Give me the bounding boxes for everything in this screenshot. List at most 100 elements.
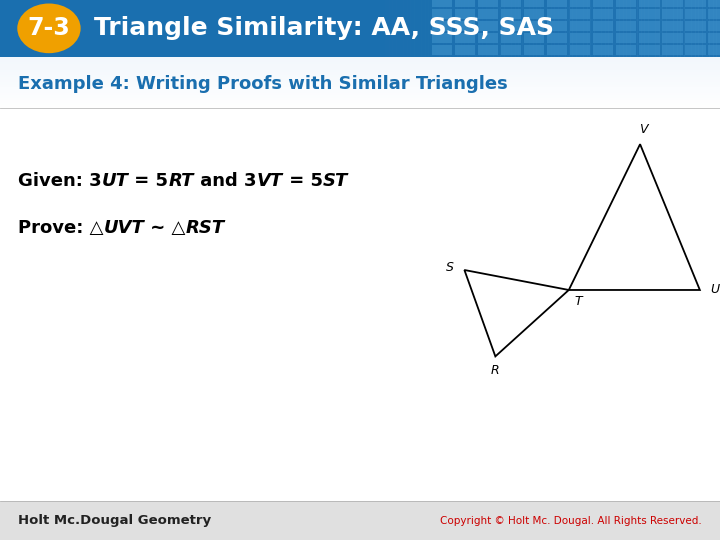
Bar	[580, 0, 584, 57]
Bar	[533, 0, 537, 57]
Text: V: V	[639, 123, 648, 136]
Bar	[569, 0, 573, 57]
Bar	[572, 0, 577, 57]
Bar	[648, 0, 652, 57]
Bar	[547, 33, 567, 43]
Bar	[662, 45, 683, 55]
Bar	[524, 45, 544, 55]
Bar	[641, 0, 645, 57]
Bar	[346, 0, 350, 57]
Bar	[331, 0, 336, 57]
Bar	[685, 45, 706, 55]
Bar	[594, 0, 598, 57]
Bar	[504, 0, 508, 57]
Bar	[612, 0, 616, 57]
Bar	[709, 0, 714, 57]
Bar	[0, 82, 720, 85]
Bar	[626, 0, 631, 57]
Bar	[616, 0, 620, 57]
Bar	[524, 21, 544, 31]
Bar	[501, 9, 521, 19]
Text: Holt Mc.Dougal Geometry: Holt Mc.Dougal Geometry	[18, 514, 211, 527]
Bar	[0, 80, 720, 82]
Bar	[0, 59, 720, 62]
Bar	[0, 57, 720, 59]
Bar	[478, 21, 498, 31]
Text: and 3: and 3	[194, 172, 256, 190]
Bar	[565, 0, 570, 57]
Bar	[662, 0, 667, 57]
Bar	[410, 0, 415, 57]
Bar	[349, 0, 354, 57]
Ellipse shape	[17, 3, 81, 53]
Bar	[623, 0, 627, 57]
Bar	[455, 0, 475, 7]
Bar	[706, 0, 710, 57]
Bar	[342, 0, 346, 57]
Text: VT: VT	[256, 172, 282, 190]
Text: U: U	[711, 284, 720, 296]
Bar	[570, 0, 590, 7]
Bar	[486, 0, 490, 57]
Bar	[0, 103, 720, 105]
Bar	[716, 0, 720, 57]
Text: UT: UT	[102, 172, 128, 190]
Bar	[335, 0, 339, 57]
Bar	[0, 0, 720, 57]
Bar	[338, 0, 343, 57]
Bar	[0, 70, 720, 72]
Text: Prove: △: Prove: △	[18, 219, 104, 237]
Bar	[0, 98, 720, 100]
Bar	[702, 0, 706, 57]
Bar	[493, 0, 498, 57]
Bar	[593, 0, 613, 7]
Bar	[547, 0, 552, 57]
Bar	[0, 95, 720, 98]
Bar	[536, 0, 541, 57]
Bar	[478, 45, 498, 55]
Bar	[616, 21, 636, 31]
Bar	[570, 33, 590, 43]
Bar	[524, 0, 544, 7]
Bar	[367, 0, 372, 57]
Bar	[590, 0, 595, 57]
Bar	[501, 45, 521, 55]
Bar	[524, 9, 544, 19]
Bar	[608, 0, 613, 57]
Bar	[0, 77, 720, 80]
Bar	[698, 0, 703, 57]
Bar	[547, 9, 567, 19]
Bar	[524, 33, 544, 43]
Bar	[713, 0, 717, 57]
Bar	[400, 0, 404, 57]
Bar	[478, 33, 498, 43]
Bar	[356, 0, 361, 57]
Text: RT: RT	[168, 172, 194, 190]
Bar	[407, 0, 411, 57]
Bar	[652, 0, 656, 57]
Bar	[468, 0, 472, 57]
Bar	[670, 0, 674, 57]
Bar	[324, 0, 328, 57]
Bar	[662, 33, 683, 43]
Bar	[385, 0, 390, 57]
Bar	[630, 0, 634, 57]
Text: = 5: = 5	[128, 172, 168, 190]
Bar	[455, 9, 475, 19]
Bar	[396, 0, 400, 57]
Text: Example 4: Writing Proofs with Similar Triangles: Example 4: Writing Proofs with Similar T…	[18, 75, 508, 93]
Bar	[593, 33, 613, 43]
Bar	[360, 0, 364, 57]
Bar	[432, 45, 452, 55]
Bar	[392, 0, 397, 57]
Bar	[0, 75, 720, 77]
Bar	[378, 0, 382, 57]
Bar	[439, 0, 444, 57]
Bar	[479, 0, 483, 57]
Bar	[455, 33, 475, 43]
Bar	[639, 33, 660, 43]
Text: T: T	[575, 295, 582, 308]
Bar	[619, 0, 624, 57]
Bar	[583, 0, 588, 57]
Bar	[371, 0, 375, 57]
